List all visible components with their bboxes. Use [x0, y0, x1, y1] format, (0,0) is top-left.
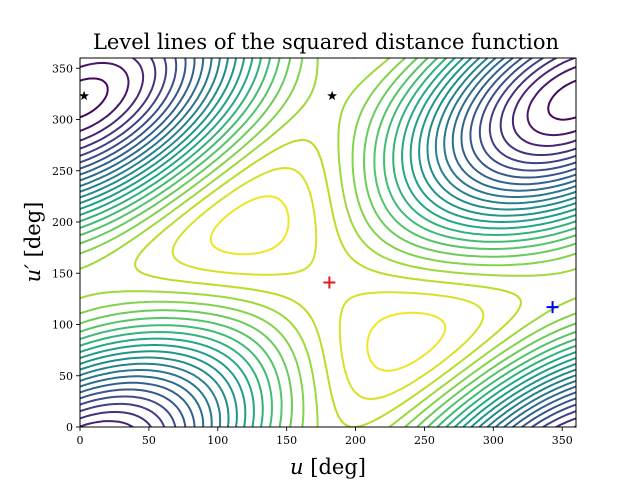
x-tick-label: 350 — [552, 434, 573, 447]
y-axis-ticks: 0 50 100 150 200 250 300 350 — [52, 62, 80, 434]
contour-line — [80, 58, 576, 427]
contour-line — [80, 58, 576, 427]
y-axis-label: u′ [deg] — [21, 202, 45, 283]
contour-line — [80, 58, 576, 427]
contour-line — [171, 167, 485, 400]
y-axis-label-unit: [deg] — [21, 202, 45, 264]
star-1-marker — [79, 90, 90, 101]
contour-line — [134, 58, 522, 427]
y-tick-label: 250 — [52, 165, 73, 178]
minimum-marker — [546, 301, 559, 314]
y-tick-label: 0 — [66, 421, 73, 434]
x-axis-label: u [deg] — [290, 455, 366, 479]
plot-frame — [79, 57, 577, 428]
contour-line — [80, 58, 576, 427]
contour-line — [80, 58, 576, 427]
chart-title: Level lines of the squared distance func… — [93, 30, 559, 54]
x-tick-label: 50 — [142, 434, 156, 447]
contour-line — [80, 58, 576, 427]
maximum-marker — [323, 276, 336, 289]
x-axis-label-unit: [deg] — [304, 455, 366, 479]
y-tick-label: 350 — [52, 62, 73, 75]
contour-line — [80, 58, 576, 427]
contour-line — [80, 58, 576, 427]
x-tick-label: 150 — [276, 434, 297, 447]
contour-plot — [80, 58, 576, 427]
contour-line — [80, 58, 576, 427]
x-tick-label: 250 — [414, 434, 435, 447]
contour-line — [80, 58, 576, 427]
contour-line — [80, 77, 576, 121]
contour-line — [80, 58, 576, 427]
contour-line — [80, 58, 576, 427]
contour-line — [80, 61, 576, 137]
x-axis-label-var: u — [290, 455, 304, 479]
x-tick-label: 200 — [345, 434, 366, 447]
x-tick-label: 100 — [207, 434, 228, 447]
x-tick-label: 0 — [77, 434, 84, 447]
contour-line — [80, 58, 576, 427]
y-axis-label-var: u′ — [21, 264, 45, 283]
contour-line — [80, 58, 576, 427]
contour-line — [80, 58, 576, 427]
y-tick-label: 200 — [52, 216, 73, 229]
y-tick-label: 300 — [52, 114, 73, 127]
contour-line — [80, 58, 576, 427]
x-tick-label: 300 — [483, 434, 504, 447]
y-tick-label: 50 — [59, 370, 73, 383]
contour-line — [80, 58, 576, 427]
contour-line — [209, 195, 447, 372]
y-tick-label: 100 — [52, 319, 73, 332]
contour-line — [80, 58, 576, 427]
y-tick-label: 150 — [52, 267, 73, 280]
star-2-marker — [327, 90, 338, 101]
markers-layer — [79, 90, 559, 314]
contour-line — [80, 58, 576, 427]
x-axis-ticks: 0 50 100 150 200 250 300 350 — [77, 427, 573, 447]
